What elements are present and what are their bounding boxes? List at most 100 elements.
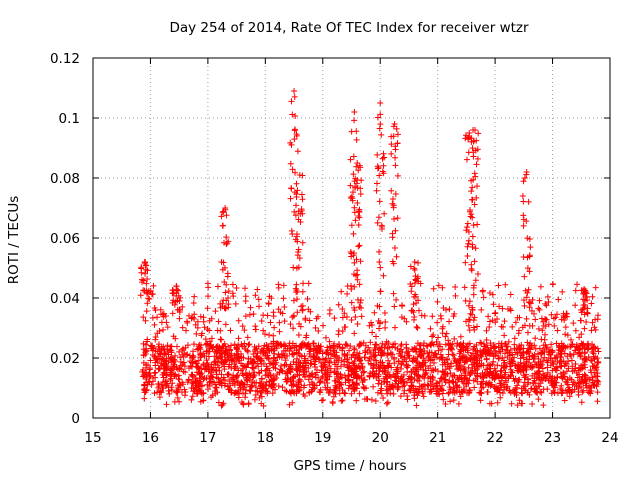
data-point (578, 399, 585, 406)
data-point (335, 301, 342, 308)
data-point (426, 349, 433, 356)
data-point (439, 330, 446, 337)
data-point (313, 354, 320, 361)
data-point (222, 358, 229, 365)
data-point (392, 190, 399, 197)
data-point (589, 379, 596, 386)
data-point (326, 362, 333, 369)
data-point (262, 331, 269, 338)
data-point (435, 368, 441, 375)
data-point (229, 281, 236, 288)
data-point (439, 346, 446, 353)
data-point (290, 358, 297, 365)
data-point (355, 343, 362, 350)
data-point (279, 368, 286, 375)
data-point (225, 370, 232, 377)
data-point (392, 377, 399, 384)
data-point (174, 394, 181, 401)
data-point (511, 354, 518, 361)
data-point (250, 359, 257, 366)
data-point (311, 382, 318, 389)
data-point (189, 393, 196, 400)
data-point (470, 291, 477, 298)
data-point (301, 352, 308, 359)
data-point (595, 312, 602, 319)
data-point (568, 357, 575, 364)
data-point (508, 368, 515, 375)
data-point (312, 364, 319, 371)
data-point (206, 383, 213, 390)
data-point (378, 390, 385, 397)
data-point (391, 354, 398, 361)
data-point (149, 314, 156, 321)
data-point (346, 382, 353, 389)
data-point (504, 347, 511, 354)
data-point (553, 311, 560, 318)
y-tick-label: 0.1 (59, 111, 80, 127)
data-point (156, 389, 163, 396)
data-point (574, 281, 581, 288)
data-point (474, 183, 481, 190)
data-point (520, 212, 527, 219)
data-point (379, 155, 386, 162)
data-point (247, 388, 254, 395)
data-point (371, 345, 378, 352)
data-point (356, 390, 363, 397)
data-point (501, 318, 508, 325)
data-point (176, 315, 183, 322)
data-point (289, 351, 296, 358)
data-point (214, 283, 221, 290)
data-point (384, 399, 391, 406)
data-point (271, 345, 278, 352)
data-point (288, 185, 295, 192)
data-point (539, 365, 546, 372)
y-tick-label: 0.06 (50, 231, 80, 247)
data-point (275, 281, 282, 288)
data-point (342, 390, 349, 397)
data-point (308, 379, 315, 386)
data-point (158, 381, 165, 388)
data-point (293, 367, 300, 374)
data-point (425, 353, 432, 360)
data-point (377, 288, 384, 295)
data-point (507, 291, 514, 298)
data-point (373, 333, 380, 340)
data-point (191, 293, 198, 300)
y-tick-label: 0 (71, 411, 80, 427)
data-point (165, 384, 172, 391)
data-point (528, 344, 535, 351)
data-point (357, 297, 364, 304)
data-point (290, 325, 297, 332)
data-point (525, 198, 532, 205)
data-point (143, 280, 150, 287)
data-point (427, 375, 434, 382)
data-point (205, 363, 212, 370)
x-tick-label: 16 (142, 430, 159, 446)
data-point (367, 339, 374, 346)
data-point (399, 303, 406, 310)
data-point (434, 298, 441, 305)
data-point (244, 334, 251, 341)
data-point (421, 312, 428, 319)
data-point (459, 378, 466, 385)
data-point (291, 93, 298, 100)
data-point (327, 355, 334, 362)
data-point (426, 354, 433, 361)
data-point (180, 381, 187, 388)
data-point (445, 390, 452, 397)
data-point (570, 320, 577, 327)
data-point (256, 394, 263, 401)
data-point (482, 380, 489, 387)
data-point (338, 363, 345, 370)
data-point (483, 337, 490, 344)
data-point (358, 313, 365, 320)
data-point (384, 350, 391, 357)
data-point (326, 338, 333, 345)
data-point (347, 156, 354, 163)
data-point (590, 344, 597, 351)
data-point (141, 259, 148, 265)
data-point (483, 355, 490, 362)
data-point (372, 398, 379, 405)
data-point (147, 357, 154, 364)
data-point (383, 400, 390, 407)
